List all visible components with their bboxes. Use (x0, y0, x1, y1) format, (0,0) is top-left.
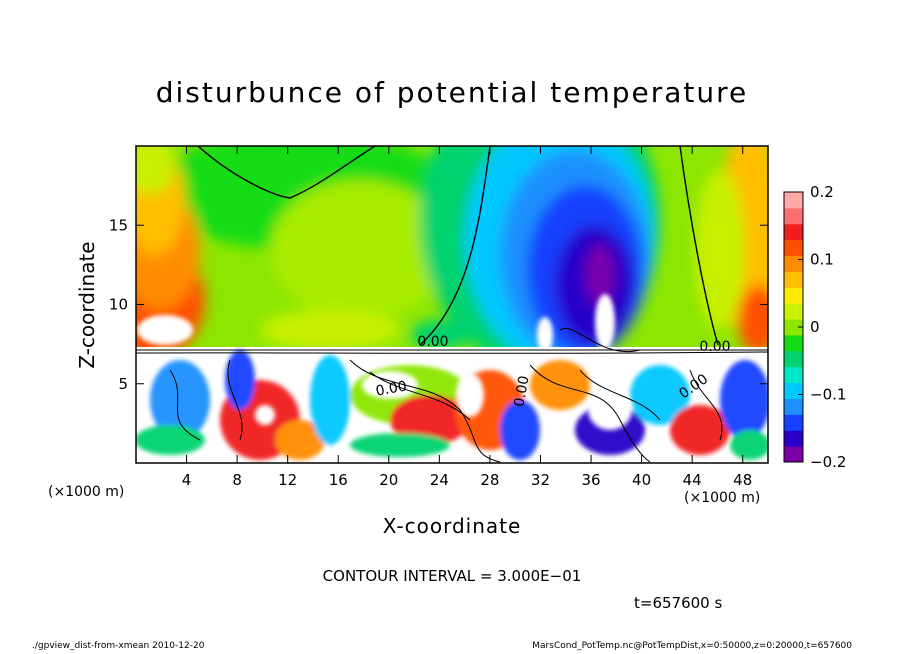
colorbar: 0.2 0.1 0 −0.1 −0.2 (783, 183, 846, 471)
colorbar-swatch (784, 366, 803, 384)
y-axis-label: Z-coordinate (75, 241, 99, 368)
colorbar-swatch (784, 382, 803, 399)
y-tick-label: 5 (118, 375, 128, 393)
x-tick-label: 32 (531, 471, 550, 489)
colorbar-tick-label: 0.2 (810, 183, 834, 201)
colorbar-tick-label: 0.1 (810, 251, 834, 269)
colorbar-tick-label: 0 (810, 318, 820, 336)
x-tick-label: 16 (329, 471, 348, 489)
colorbar-swatch (784, 287, 803, 304)
y-tick-label: 10 (109, 296, 128, 314)
colorbar-swatch (784, 255, 803, 272)
colorbar-swatch (784, 239, 803, 257)
y-tick-label: 15 (109, 216, 128, 234)
colorbar-tick-label: −0.2 (810, 453, 846, 471)
colorbar-swatch (784, 319, 803, 336)
x-tick-label: 28 (480, 471, 499, 489)
x-tick-label: 12 (278, 471, 297, 489)
x-tick-label: 8 (232, 471, 242, 489)
colorbar-swatch (784, 414, 803, 431)
time-stamp: t=657600 s (634, 594, 723, 612)
colorbar-tick-label: −0.1 (810, 386, 846, 404)
chart-title: disturbunce of potential temperature (155, 76, 749, 109)
colorbar-swatch (784, 350, 803, 368)
contour-interval: CONTOUR INTERVAL = 3.000E−01 (322, 567, 582, 585)
colorbar-swatch (784, 303, 803, 320)
colorbar-swatch (784, 271, 803, 288)
x-tick-label: 48 (733, 471, 752, 489)
colorbar-swatch (784, 446, 803, 463)
contour-label: 0.00 (699, 339, 730, 355)
x-tick-label: 40 (632, 471, 651, 489)
colorbar-swatch (784, 430, 803, 447)
footer-left: ./gpview_dist-from-xmean 2010-12-20 (32, 641, 205, 651)
x-tick-label: 44 (683, 471, 702, 489)
footer-right: MarsCond_PotTemp.nc@PotTempDist,x=0:5000… (532, 641, 852, 651)
x-unit-label-right: (×1000 m) (684, 490, 761, 506)
colorbar-swatch (784, 398, 803, 415)
colorbar-swatch (784, 192, 803, 209)
x-axis-label: X-coordinate (382, 514, 522, 538)
contour-label: 0.00 (511, 375, 532, 408)
colorbar-swatch (784, 223, 803, 241)
contour-label: 0.00 (417, 334, 448, 350)
x-unit-label: (×1000 m) (48, 484, 125, 500)
x-tick-label: 24 (430, 471, 449, 489)
colorbar-swatch (784, 207, 803, 225)
colorbar-swatch (784, 334, 803, 352)
heatmap-field (136, 146, 768, 463)
contour-label: 0.00 (375, 378, 408, 399)
x-tick-label: 4 (182, 471, 192, 489)
x-tick-label: 20 (379, 471, 398, 489)
x-tick-label: 36 (581, 471, 600, 489)
